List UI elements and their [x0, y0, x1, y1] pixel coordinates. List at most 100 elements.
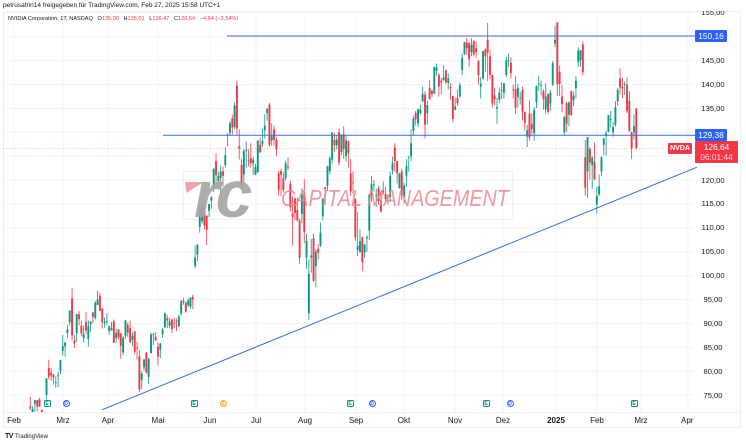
candle	[570, 90, 573, 116]
candle	[270, 123, 273, 146]
candle	[335, 135, 338, 150]
time-tick-label: Mrz	[634, 416, 648, 425]
resistance-level-price-label[interactable]: 150,16	[695, 30, 727, 42]
candle	[537, 75, 540, 91]
candle	[407, 156, 410, 172]
candle	[233, 102, 236, 129]
candle	[561, 85, 563, 113]
candle	[31, 406, 34, 412]
candle	[94, 300, 97, 320]
time-tick-label: Dez	[495, 416, 511, 425]
candle	[528, 100, 531, 141]
candle	[505, 56, 508, 78]
candle	[217, 171, 220, 190]
candle	[635, 108, 638, 150]
price-tick-label: 135,00	[701, 103, 725, 113]
candle	[628, 91, 631, 132]
earnings-marker-icon[interactable]: E	[482, 400, 490, 407]
legend-high-value: 135,01	[127, 16, 145, 22]
footer-branding[interactable]: TV TradingView	[5, 433, 48, 441]
candle	[307, 259, 310, 321]
candle	[289, 180, 292, 212]
candle	[87, 320, 90, 347]
candle	[259, 137, 262, 153]
dividend-marker-icon[interactable]: D	[62, 400, 70, 407]
candle	[66, 324, 69, 338]
candle	[89, 321, 92, 333]
candle	[442, 64, 445, 81]
candle	[458, 82, 461, 98]
candle	[38, 397, 41, 407]
candle	[614, 101, 617, 127]
candle	[581, 41, 584, 76]
price-tick-label: 75,00	[703, 390, 723, 400]
candle	[78, 310, 80, 326]
support-level-price-label[interactable]: 129,38	[695, 129, 727, 141]
candle	[61, 334, 64, 356]
candle	[133, 331, 136, 354]
candle	[126, 322, 129, 337]
candle	[333, 132, 336, 152]
candle	[98, 292, 101, 311]
candle	[421, 86, 424, 103]
candle	[314, 249, 317, 288]
candle	[619, 68, 621, 95]
trend-line[interactable]	[101, 166, 698, 411]
candle	[489, 50, 491, 80]
candle	[96, 290, 99, 306]
candle	[563, 115, 566, 135]
candle	[435, 63, 438, 76]
dividend-marker-icon[interactable]: D	[506, 400, 514, 407]
split-marker-icon[interactable]: S	[219, 400, 227, 407]
legend-symbol[interactable]: NVIDIA Corporation, 1T, NASDAQ	[8, 16, 93, 22]
legend-open-label: O	[97, 16, 102, 22]
earnings-marker-icon[interactable]: E	[346, 400, 354, 407]
candle	[630, 131, 633, 160]
candle	[349, 159, 352, 196]
time-tick-label: Feb	[590, 416, 604, 425]
candle	[242, 149, 245, 184]
candle	[354, 198, 357, 241]
candle	[110, 321, 113, 331]
candle	[626, 77, 628, 114]
candle	[509, 57, 512, 79]
candle	[363, 244, 366, 258]
earnings-marker-icon[interactable]: E	[630, 400, 638, 407]
candle	[80, 320, 83, 337]
candle	[519, 92, 522, 105]
candle	[224, 147, 227, 168]
candle	[451, 96, 454, 123]
candle	[324, 186, 327, 205]
candle	[256, 140, 259, 174]
earnings-marker-icon[interactable]: E	[190, 400, 198, 407]
candle	[59, 360, 62, 374]
chart-pane[interactable]	[3, 11, 741, 428]
candle	[163, 312, 166, 329]
candle	[145, 352, 148, 374]
time-tick-label: Okt	[397, 416, 411, 425]
candle	[426, 100, 429, 125]
candle	[584, 139, 587, 196]
candle	[300, 188, 303, 224]
dividend-marker-icon[interactable]: D	[368, 400, 376, 407]
candle	[143, 358, 145, 371]
candle	[447, 73, 450, 90]
candle	[558, 65, 561, 97]
candle	[68, 310, 71, 326]
candle	[565, 101, 568, 132]
drawings[interactable]	[101, 35, 698, 411]
candle	[593, 142, 596, 180]
price-tick-label: 95,00	[703, 294, 723, 304]
candle	[444, 69, 447, 85]
candle	[124, 320, 127, 339]
current-price-value: 126,64	[703, 142, 730, 152]
candle	[147, 358, 150, 385]
earnings-marker-icon[interactable]: E	[43, 400, 51, 407]
candle	[574, 75, 577, 99]
candle	[465, 37, 468, 55]
time-tick-label: Mrz	[56, 416, 70, 425]
candle	[419, 104, 422, 115]
candle	[417, 108, 419, 128]
candle	[549, 89, 552, 111]
